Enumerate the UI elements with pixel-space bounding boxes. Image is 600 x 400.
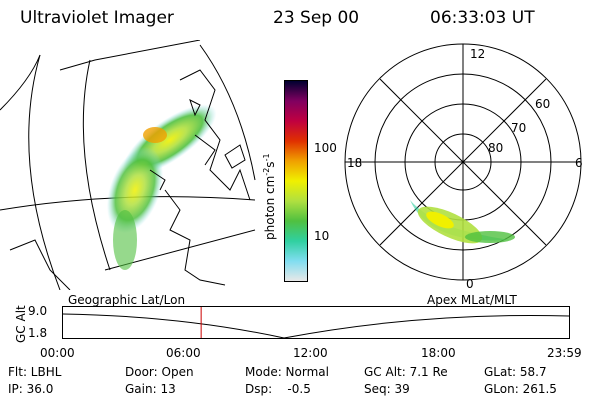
aurora-map	[106, 104, 217, 270]
status-ip: IP: 36.0	[8, 382, 54, 396]
lat-label-60: 60	[535, 97, 550, 111]
status-glon: GLon: 261.5	[484, 382, 557, 396]
mlt-label-12: 12	[470, 47, 485, 61]
time-tick-1200: 12:00	[293, 346, 328, 360]
status-door: Door: Open	[125, 365, 194, 379]
colorbar-label: photon cm-2s-1	[262, 153, 277, 240]
left-panel-title: Geographic Lat/Lon	[68, 293, 186, 307]
lat-label-70: 70	[511, 121, 526, 135]
colorbar	[284, 80, 308, 282]
status-mode: Mode: Normal	[245, 365, 329, 379]
mlt-label-0: 0	[466, 277, 474, 290]
time-tick-0600: 06:00	[166, 346, 201, 360]
coastlines	[9, 69, 251, 290]
time-tick-1800: 18:00	[421, 346, 456, 360]
date-label: 23 Sep 00	[273, 8, 360, 28]
status-seq: Seq: 39	[364, 382, 410, 396]
polar-plot: 12 18 6 0 60 70 80	[344, 43, 583, 290]
mlt-label-18: 18	[347, 156, 362, 170]
altitude-tick-9: 9.0	[28, 304, 48, 318]
altitude-strip-plot	[62, 306, 570, 339]
time-label: 06:33:03 UT	[430, 8, 535, 28]
geographic-map	[0, 40, 256, 290]
status-dsp: Dsp: -0.5	[245, 382, 311, 396]
altitude-tick-1-8: 1.8	[28, 326, 48, 340]
colorbar-tick-10: 10	[314, 229, 330, 243]
aurora-polar	[410, 200, 515, 244]
instrument-title: Ultraviolet Imager	[20, 8, 174, 28]
status-gcalt: GC Alt: 7.1 Re	[364, 365, 448, 379]
status-flt: Flt: LBHL	[8, 365, 62, 379]
time-tick-0000: 00:00	[40, 346, 75, 360]
colorbar-tick-100: 100	[314, 141, 337, 155]
altitude-axis-title: GC Alt	[14, 305, 28, 343]
time-tick-2359: 23:59	[547, 346, 582, 360]
status-gain: Gain: 13	[125, 382, 176, 396]
mlt-label-6: 6	[575, 156, 583, 170]
lat-label-80: 80	[488, 141, 503, 155]
status-glat: GLat: 58.7	[484, 365, 547, 379]
right-panel-title: Apex MLat/MLT	[427, 293, 517, 307]
